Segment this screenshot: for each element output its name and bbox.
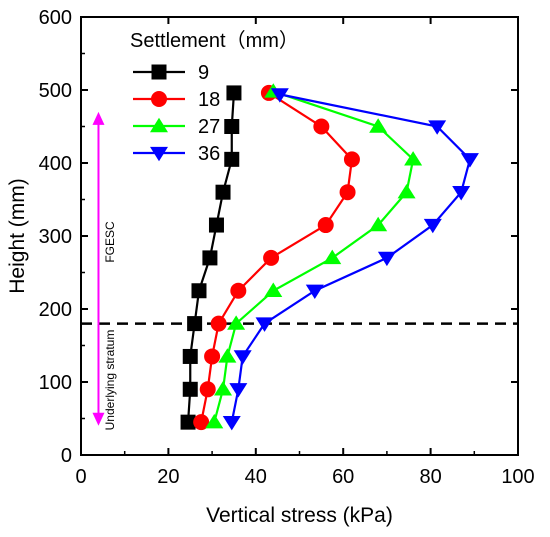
data-point-36	[233, 350, 252, 365]
data-point-27	[397, 183, 416, 199]
legend-marker-18	[151, 91, 167, 107]
data-point-27	[205, 413, 224, 429]
arrow-head-down	[92, 412, 105, 426]
data-point-36	[305, 284, 324, 299]
data-point-36	[428, 120, 447, 135]
data-point-18	[204, 348, 221, 365]
data-point-18	[317, 217, 334, 234]
series-layer	[180, 83, 479, 431]
legend-label-36: 36	[198, 143, 220, 165]
y-tick-label: 100	[39, 372, 72, 394]
x-tick-label: 20	[157, 466, 179, 488]
legend-label-27: 27	[198, 116, 220, 138]
y-tick-label: 200	[39, 299, 72, 321]
arrow-head-up	[92, 111, 105, 125]
underlying-stratum-annotation: Underlying stratum	[103, 330, 117, 431]
y-tick-label: 0	[61, 445, 72, 467]
data-point-27	[369, 118, 388, 133]
data-point-36	[255, 317, 274, 332]
data-point-18	[339, 184, 356, 201]
data-point-9	[187, 316, 203, 332]
data-point-27	[227, 315, 246, 330]
plot-frame	[80, 16, 519, 456]
data-point-36	[229, 383, 248, 398]
data-point-9	[226, 85, 242, 101]
series-27	[205, 83, 423, 429]
data-point-9	[202, 250, 218, 266]
legend-title: Settlement（mm）	[130, 29, 299, 52]
x-axis-title: Vertical stress (kPa)	[206, 504, 393, 527]
series-18	[193, 84, 360, 431]
data-point-27	[404, 151, 423, 166]
data-point-36	[423, 218, 442, 234]
legend-marker-36	[150, 146, 168, 162]
data-point-9	[182, 381, 198, 397]
data-point-36	[460, 153, 479, 168]
y-tick-label: 500	[39, 80, 72, 102]
data-point-9	[224, 119, 240, 134]
y-tick-label: 600	[39, 7, 72, 29]
data-point-18	[199, 381, 216, 398]
legend-layer: Settlement（mm） 9 18 27 36	[130, 29, 299, 165]
fgesc-annotation: FGESC	[103, 221, 117, 263]
annotation-layer: FGESC Underlying stratum	[92, 111, 117, 431]
axes-layer: 0 20 40 60 80 100 0 100 200 300 400 500 600 Vertical …	[6, 7, 535, 527]
data-point-18	[313, 118, 330, 135]
x-tick-label: 60	[332, 466, 354, 488]
series-36	[222, 88, 479, 431]
data-point-9	[224, 151, 240, 167]
data-point-9	[208, 217, 224, 233]
data-point-27	[323, 249, 342, 265]
data-point-27	[369, 216, 388, 232]
data-point-9	[182, 348, 198, 364]
legend-label-9: 9	[198, 62, 209, 84]
legend-label-18: 18	[198, 89, 220, 111]
data-point-36	[377, 251, 396, 267]
x-tick-label: 80	[419, 466, 441, 488]
data-point-36	[270, 88, 289, 103]
data-point-36	[222, 415, 241, 431]
data-point-18	[193, 414, 210, 431]
data-point-18	[263, 249, 280, 266]
legend-marker-27	[150, 117, 168, 133]
series-9	[180, 85, 242, 430]
data-point-18	[210, 315, 227, 332]
y-tick-label: 400	[39, 153, 72, 175]
data-point-18	[343, 151, 360, 168]
x-tick-label: 0	[75, 466, 86, 488]
x-tick-label: 100	[501, 466, 534, 488]
data-point-18	[230, 282, 247, 299]
data-point-9	[215, 184, 231, 200]
data-point-36	[452, 186, 471, 201]
data-point-9	[191, 283, 207, 299]
legend-marker-9	[151, 64, 167, 80]
data-point-27	[218, 348, 237, 363]
data-point-9	[180, 414, 196, 430]
data-point-27	[264, 282, 283, 297]
y-tick-label: 300	[39, 226, 72, 248]
y-axis-title: Height (mm)	[6, 178, 29, 294]
data-point-27	[214, 381, 233, 396]
x-tick-label: 40	[245, 466, 267, 488]
